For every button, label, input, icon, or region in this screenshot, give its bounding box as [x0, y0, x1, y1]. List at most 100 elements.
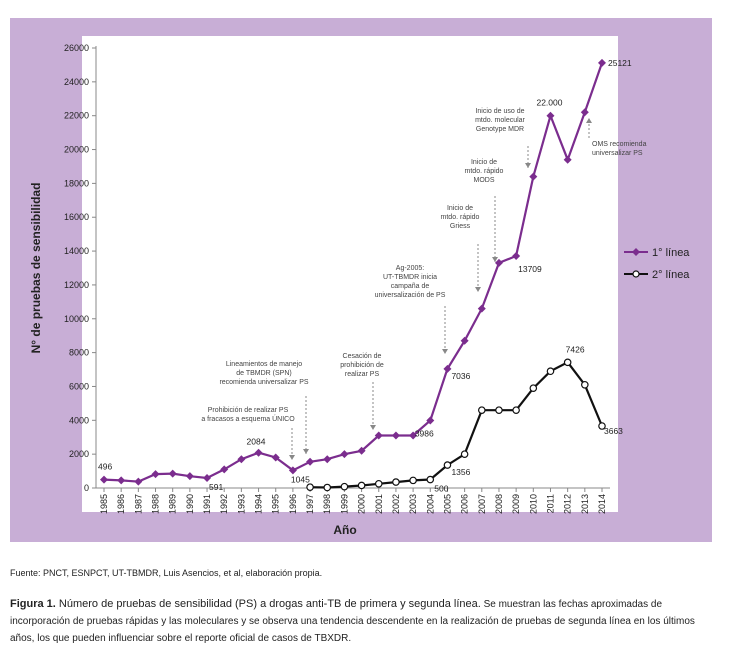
data-point	[340, 482, 349, 491]
data-point	[306, 457, 315, 466]
data-point	[529, 172, 538, 181]
data-point	[323, 455, 332, 464]
x-tick-label: 2001	[374, 494, 384, 514]
data-point	[254, 448, 263, 457]
figure-caption: Figura 1. Número de pruebas de sensibili…	[10, 596, 720, 647]
annotation-text: Inicio de	[447, 205, 473, 212]
y-tick-label: 6000	[69, 381, 89, 391]
data-point	[477, 304, 486, 313]
y-tick-label: 20000	[64, 145, 89, 155]
data-label: 496	[98, 462, 112, 472]
x-tick-label: 2005	[442, 494, 452, 514]
x-tick-label: 1996	[288, 494, 298, 514]
annotation-arrow-head	[289, 455, 295, 460]
annotation-text: mtdo. rápido	[441, 214, 480, 221]
y-tick-label: 10000	[64, 314, 89, 324]
data-point	[323, 483, 332, 492]
y-tick-label: 18000	[64, 178, 89, 188]
data-point	[220, 465, 229, 474]
y-tick-label: 16000	[64, 212, 89, 222]
y-tick-label: 24000	[64, 77, 89, 87]
annotation-arrow-head	[586, 118, 592, 123]
annotation-1997: Lineamientos de manejo de TBMDR (SPN) reco…	[219, 361, 309, 454]
data-point	[357, 481, 366, 490]
caption-title: Número de pruebas de sensibilidad (PS) a…	[55, 598, 481, 610]
data-label: 1045	[291, 474, 310, 484]
annotation-arrow-head	[525, 163, 531, 168]
data-point	[288, 466, 297, 475]
annotation-text: recomienda universalizar PS	[219, 379, 308, 386]
annotation-text: Cesación de	[343, 353, 382, 360]
data-label: 3663	[604, 426, 623, 436]
data-point	[598, 422, 606, 430]
data-point	[460, 336, 469, 345]
annotation-text: Ag-2005:	[396, 265, 424, 272]
annotation-1996: Prohibición de realizar PSa fracasos a e…	[201, 407, 295, 460]
annotation-text: OMS recomienda	[592, 141, 647, 148]
data-point	[598, 58, 606, 67]
legend-item-2: 2° línea	[624, 269, 690, 281]
y-tick-label: 22000	[64, 111, 89, 121]
x-tick-label: 2012	[563, 494, 573, 514]
source-note: Fuente: PNCT, ESNPCT, UT-TBMDR, Luis Ase…	[10, 568, 323, 578]
legend-marker	[632, 248, 640, 256]
data-point	[117, 476, 126, 485]
x-tick-label: 1999	[339, 494, 349, 514]
y-tick-label: 8000	[69, 348, 89, 358]
x-tick-label: 1991	[202, 494, 212, 514]
annotation-text: campaña de	[391, 283, 430, 290]
x-axis-title: Año	[333, 523, 356, 537]
x-tick-label: 2007	[477, 494, 487, 514]
data-label: 3986	[415, 429, 434, 439]
data-label: 2084	[247, 437, 266, 447]
annotation-2013: OMS recomienda universalizar PS	[586, 118, 647, 157]
annotation-2007: Inicio de mtdo. rápido Griess	[441, 205, 481, 292]
x-tick-label: 2000	[357, 494, 367, 514]
data-point	[529, 384, 538, 392]
data-label: 22.000	[536, 98, 562, 108]
annotation-text: UT-TBMDR inicia	[383, 274, 437, 281]
annotation-text: Inicio de uso de	[475, 108, 524, 115]
data-point	[443, 461, 452, 469]
x-tick-label: 2008	[494, 494, 504, 514]
annotation-text: de TBMDR (SPN)	[236, 370, 292, 377]
data-point	[409, 476, 417, 485]
data-label: 25121	[608, 58, 632, 68]
data-point	[374, 479, 383, 488]
x-tick-label: 1998	[322, 494, 332, 514]
annotation-arrow-head	[303, 449, 309, 454]
data-point	[306, 483, 314, 491]
annotation-2001: Cesación de prohibición de realizar PS	[340, 353, 384, 430]
y-tick-label: 0	[84, 483, 89, 493]
annotation-text: a fracasos a esquema ÚNICO	[201, 414, 295, 423]
annotation-arrow-head	[475, 287, 481, 292]
x-tick-label: 1997	[305, 494, 315, 514]
annotation-text: Lineamientos de manejo	[226, 361, 302, 368]
data-point	[581, 380, 589, 389]
data-point	[426, 416, 435, 425]
x-tick-label: 2011	[545, 494, 555, 513]
data-point	[563, 155, 572, 164]
y-tick-label: 12000	[64, 280, 89, 290]
data-label: 1356	[451, 467, 470, 477]
x-tick-label: 2006	[460, 494, 470, 514]
data-point	[391, 431, 400, 440]
annotation-2008: Inicio de mtdo. rápido MODS	[465, 159, 504, 262]
data-label: 7426	[566, 344, 585, 354]
caption-label: Figura 1.	[10, 598, 56, 610]
data-point	[357, 446, 366, 455]
annotation-arrow-head	[492, 257, 498, 262]
data-point	[409, 431, 418, 440]
annotation-2005: Ag-2005: UT-TBMDR inicia campaña de univers…	[375, 265, 448, 354]
x-tick-label: 2013	[580, 494, 590, 514]
annotation-text: universalizar PS	[592, 150, 643, 157]
y-tick-label: 4000	[69, 415, 89, 425]
annotation-arrow-head	[370, 425, 376, 430]
annotation-text: universalización de PS	[375, 292, 446, 299]
data-label: 500	[434, 484, 448, 494]
data-point	[237, 455, 246, 464]
y-tick-label: 26000	[64, 43, 89, 53]
data-point	[374, 431, 383, 440]
data-point	[477, 406, 486, 414]
data-point	[134, 477, 143, 486]
